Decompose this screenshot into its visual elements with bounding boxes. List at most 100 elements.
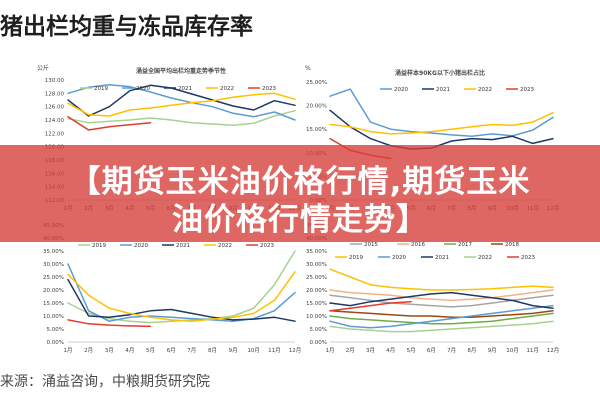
legend-item-2017: 2017 xyxy=(444,242,472,248)
series-line-2022 xyxy=(67,92,296,117)
y-tick-label: 122.00 xyxy=(45,131,65,137)
y-tick-label: 30.00% xyxy=(43,262,64,268)
legend-item-2021: 2021 xyxy=(164,86,192,92)
y-tick-label: 10.00% xyxy=(306,314,327,320)
legend-item-2021: 2021 xyxy=(162,243,190,249)
page-title: 猪出栏均重与冻品库存率 xyxy=(0,14,253,40)
legend-item-2022: 2022 xyxy=(464,87,492,93)
legend-item-2015: 2015 xyxy=(350,242,378,248)
y-tick-label: 25.00% xyxy=(43,275,64,281)
banner-background xyxy=(0,145,600,242)
y-tick-label: 35.00% xyxy=(43,249,64,255)
legend-item-2020: 2020 xyxy=(378,255,406,261)
legend-label: 2023 xyxy=(520,87,534,93)
legend-item-2022: 2022 xyxy=(464,255,492,261)
series-line-2020 xyxy=(67,83,296,121)
legend-label: 2022 xyxy=(220,86,234,92)
chart-title: 涌益样本90KG以下小猪出栏占比 xyxy=(395,69,485,77)
legend-item-2020: 2020 xyxy=(120,243,148,249)
legend-item-2019: 2019 xyxy=(78,243,106,249)
legend-label: 2022 xyxy=(478,255,492,261)
y-tick-label: 15.00% xyxy=(43,301,64,307)
y-tick-label: 35.00% xyxy=(306,249,327,255)
series-line-2023 xyxy=(329,300,412,312)
series-line-2022 xyxy=(329,320,554,333)
y-tick-label: 20.00% xyxy=(306,288,327,294)
legend-item-2023: 2023 xyxy=(246,243,274,249)
legend-item-2016: 2016 xyxy=(397,242,425,248)
x-tick-label: 4月 xyxy=(386,347,395,354)
legend-label: 2020 xyxy=(394,87,408,93)
series-line-2018 xyxy=(329,310,554,319)
series-line-2020 xyxy=(67,263,296,322)
y-tick-label: 0.00% xyxy=(47,340,64,346)
headline-banner: 【期货玉米油价格行情,期货玉米 油价格行情走势】 xyxy=(0,145,600,242)
series-line-2023 xyxy=(67,115,152,131)
series-line-2019 xyxy=(329,268,554,291)
series-line-2017 xyxy=(329,312,554,325)
legend-item-2022: 2022 xyxy=(206,86,234,92)
legend-item-2022: 2022 xyxy=(204,243,232,249)
x-tick-label: 9月 xyxy=(488,347,497,354)
legend-label: 2022 xyxy=(218,243,232,249)
legend-item-2020: 2020 xyxy=(122,86,150,92)
chart-frozen-storage-right: 45.00%40.00%35.00%30.00%25.00%20.00%15.0… xyxy=(306,223,560,354)
x-tick-label: 6月 xyxy=(167,347,176,354)
legend-item-2021: 2021 xyxy=(421,255,449,261)
x-tick-label: 9月 xyxy=(229,347,238,354)
x-tick-label: 12月 xyxy=(547,347,560,354)
series-line-2016 xyxy=(329,289,554,302)
legend-label: 2020 xyxy=(392,255,406,261)
series-line-2019 xyxy=(67,109,296,127)
legend-label: 2021 xyxy=(176,243,190,249)
legend-label: 2022 xyxy=(478,87,492,93)
x-tick-label: 7月 xyxy=(447,347,456,354)
y-tick-label: 15.00% xyxy=(306,301,327,307)
legend-item-2019: 2019 xyxy=(80,86,108,92)
x-tick-label: 8月 xyxy=(467,347,476,354)
legend-item-2023: 2023 xyxy=(248,86,276,92)
x-tick-label: 1月 xyxy=(64,347,73,354)
y-tick-label: 5.00% xyxy=(47,327,64,333)
y-tick-label: 25.00% xyxy=(306,80,327,86)
series-line-2021 xyxy=(329,291,554,309)
y-axis-unit: % xyxy=(305,65,311,72)
legend-label: 2021 xyxy=(436,87,450,93)
x-tick-label: 4月 xyxy=(125,347,134,354)
legend-item-2021: 2021 xyxy=(422,87,450,93)
legend-label: 2023 xyxy=(260,243,274,249)
legend-item-2019: 2019 xyxy=(335,255,363,261)
series-line-2015 xyxy=(329,294,554,308)
y-tick-label: 128.00 xyxy=(45,91,65,97)
banner-text-line-1: 【期货玉米油价格行情,期货玉米 xyxy=(69,164,531,200)
x-tick-label: 11月 xyxy=(268,347,281,354)
series-line-2022 xyxy=(329,111,554,135)
y-tick-label: 126.00 xyxy=(45,105,65,111)
x-tick-label: 1月 xyxy=(326,347,335,354)
legend-item-2020: 2020 xyxy=(380,87,408,93)
legend-label: 2021 xyxy=(435,255,449,261)
y-axis-unit: 公斤 xyxy=(37,64,49,72)
x-tick-label: 10月 xyxy=(506,347,519,354)
legend-item-2018: 2018 xyxy=(491,242,519,248)
source-note: 来源：涌益咨询，中粮期货研究院 xyxy=(0,374,210,390)
banner-text-line-2: 油价格行情走势】 xyxy=(172,202,428,238)
series-line-2022 xyxy=(67,271,296,322)
y-tick-label: 30.00% xyxy=(306,262,327,268)
x-tick-label: 2月 xyxy=(84,347,93,354)
series-line-2021 xyxy=(67,278,296,322)
x-tick-label: 11月 xyxy=(526,347,539,354)
legend-label: 2021 xyxy=(178,86,192,92)
y-tick-label: 20.00% xyxy=(306,104,327,110)
legend-label: 2020 xyxy=(134,243,148,249)
legend-item-2023: 2023 xyxy=(506,87,534,93)
legend-label: 2023 xyxy=(521,255,535,261)
legend-label: 2023 xyxy=(262,86,276,92)
x-tick-label: 7月 xyxy=(187,347,196,354)
y-tick-label: 15.00% xyxy=(306,127,327,133)
x-tick-label: 3月 xyxy=(366,347,375,354)
y-tick-label: 10.00% xyxy=(43,314,64,320)
x-tick-label: 5月 xyxy=(407,347,416,354)
series-line-2021 xyxy=(67,84,296,117)
legend-label: 2017 xyxy=(458,242,472,248)
